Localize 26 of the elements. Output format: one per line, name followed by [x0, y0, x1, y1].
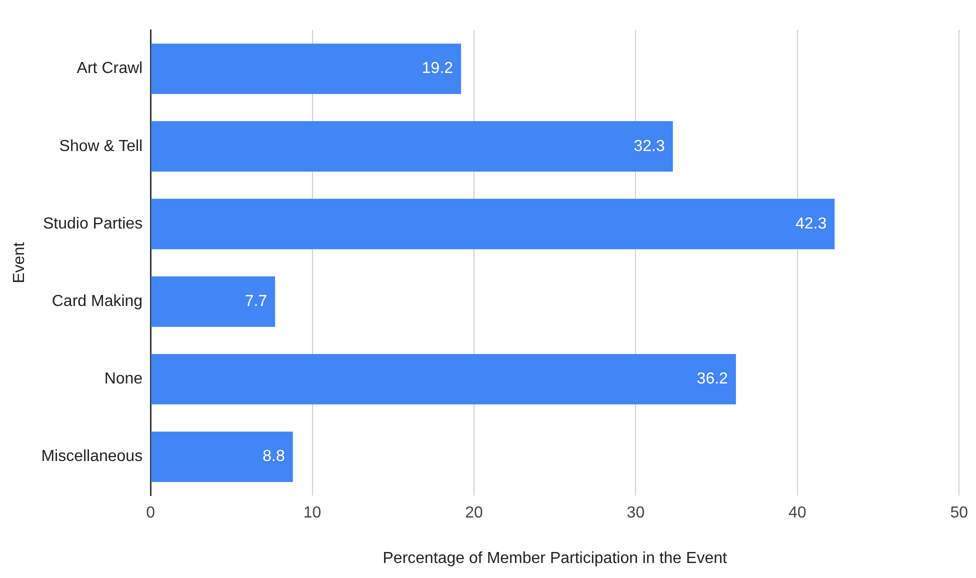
y-tick-label: None [104, 370, 143, 388]
y-tick-label: Studio Parties [42, 215, 143, 232]
bar [151, 276, 276, 327]
bar [151, 121, 673, 172]
x-axis-title: Percentage of Member Participation in the Event [382, 550, 728, 567]
data-label: 32.3 [634, 138, 665, 155]
x-tick-label: 10 [303, 504, 322, 522]
y-tick-label: Card Making [52, 293, 143, 310]
bar [151, 354, 736, 404]
x-tick-label: 0 [146, 504, 156, 522]
y-axis-title: Event [11, 242, 28, 284]
bar [151, 432, 293, 482]
data-label: 36.2 [696, 370, 728, 388]
data-label: 8.8 [262, 448, 285, 466]
y-tick-label: Miscellaneous [41, 448, 143, 466]
data-label: 7.7 [244, 293, 268, 310]
x-tick-label: 20 [465, 504, 483, 522]
y-tick-label: Show & Tell [59, 138, 143, 155]
x-tick-label: 50 [950, 504, 968, 522]
x-tick-label: 30 [626, 504, 645, 522]
y-tick-label: Art Crawl [76, 60, 143, 78]
bar [151, 198, 835, 250]
bar [151, 44, 462, 94]
data-label: 42.3 [795, 215, 827, 232]
x-tick-label: 40 [788, 504, 806, 522]
data-label: 19.2 [422, 60, 454, 78]
